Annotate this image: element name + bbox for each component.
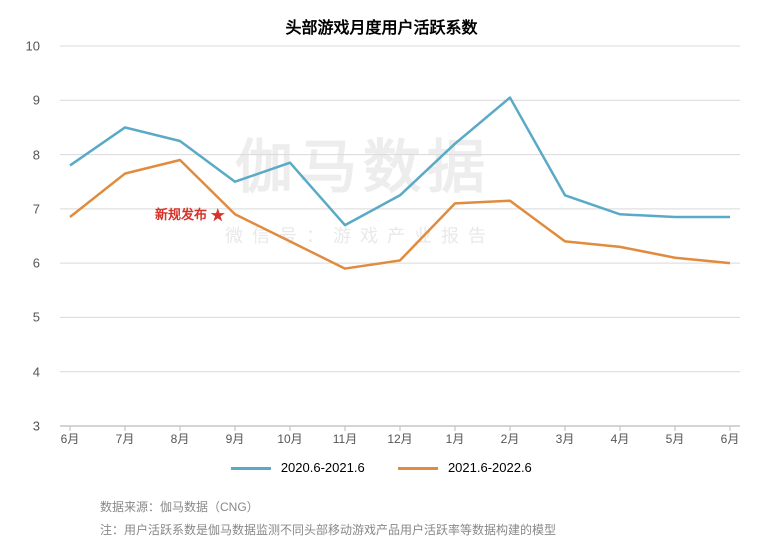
y-tick-label: 7 (33, 201, 40, 216)
legend-label-1: 2020.6-2021.6 (281, 460, 365, 475)
x-tick-label: 3月 (556, 430, 575, 447)
plot-area (60, 46, 740, 426)
y-tick-label: 3 (33, 419, 40, 434)
x-tick-label: 8月 (171, 430, 190, 447)
chart-title: 头部游戏月度用户活跃系数 (0, 14, 763, 38)
x-tick-label: 5月 (666, 430, 685, 447)
x-tick-label: 11月 (333, 430, 357, 447)
annotation-text: 新规发布 (155, 207, 211, 222)
y-tick-label: 10 (26, 39, 40, 54)
x-axis-labels: 6月 7月 8月 9月 10月 11月 12月 1月 2月 3月 4月 5月 6月 (60, 430, 740, 450)
y-tick-label: 6 (33, 256, 40, 271)
y-tick-label: 4 (33, 364, 40, 379)
legend-label-2: 2021.6-2022.6 (448, 460, 532, 475)
legend-item-2: 2021.6-2022.6 (398, 460, 531, 475)
star-icon: ★ (211, 208, 225, 225)
chart-container: 头部游戏月度用户活跃系数 伽马数据 微信号：游戏产业报告 345678910 6… (0, 0, 763, 548)
x-tick-label: 6月 (61, 430, 80, 447)
chart-svg (60, 46, 740, 426)
x-tick-label: 6月 (721, 430, 740, 447)
y-tick-label: 5 (33, 310, 40, 325)
footnote-source: 数据来源：伽马数据（CNG） (100, 496, 556, 519)
legend: 2020.6-2021.6 2021.6-2022.6 (0, 460, 763, 475)
x-tick-label: 9月 (226, 430, 245, 447)
y-tick-label: 9 (33, 93, 40, 108)
x-tick-label: 12月 (387, 430, 412, 447)
x-tick-label: 2月 (501, 430, 520, 447)
y-tick-label: 8 (33, 147, 40, 162)
annotation-new-rule: 新规发布 ★ (155, 204, 225, 226)
footnote-note: 注：用户活跃系数是伽马数据监测不同头部移动游戏产品用户活跃率等数据构建的模型 (100, 519, 556, 542)
x-tick-label: 7月 (116, 430, 135, 447)
x-tick-label: 4月 (611, 430, 630, 447)
y-axis-labels: 345678910 (0, 46, 50, 426)
legend-item-1: 2020.6-2021.6 (231, 460, 364, 475)
x-tick-label: 10月 (277, 430, 302, 447)
legend-swatch-2 (398, 467, 438, 470)
x-tick-label: 1月 (446, 430, 465, 447)
legend-swatch-1 (231, 467, 271, 470)
footnotes: 数据来源：伽马数据（CNG） 注：用户活跃系数是伽马数据监测不同头部移动游戏产品… (100, 496, 556, 542)
